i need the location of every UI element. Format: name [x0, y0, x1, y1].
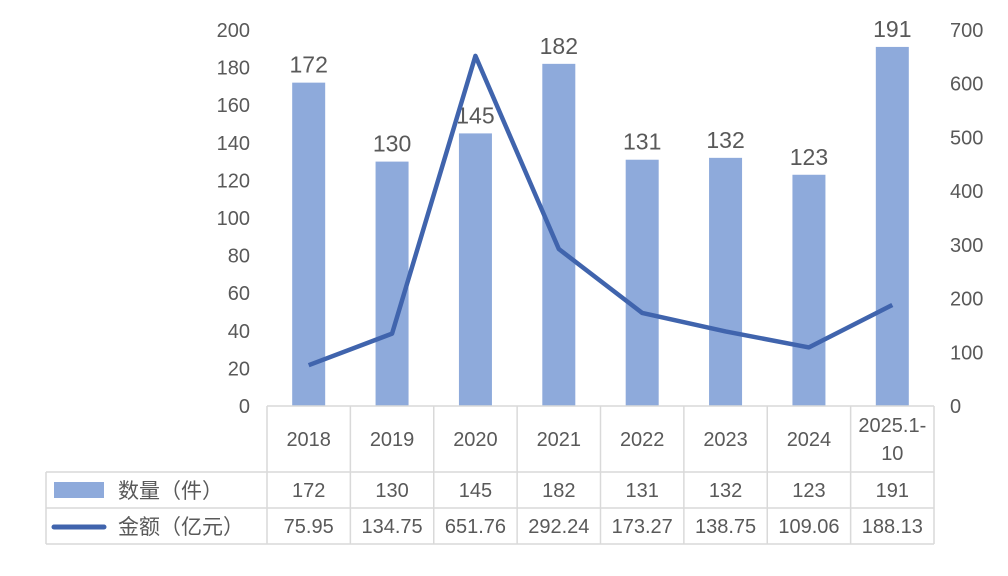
bar: [792, 174, 826, 406]
bar-data-label: 123: [790, 144, 828, 170]
y-left-tick-label: 160: [217, 95, 250, 117]
table-cell: 145: [459, 480, 492, 502]
bar: [375, 161, 409, 406]
x-tick-label: 2025.1-: [858, 415, 926, 437]
y-left-tick-label: 140: [217, 133, 250, 155]
table-cell: 191: [876, 480, 909, 502]
table-cell: 173.27: [612, 516, 673, 538]
y-right-tick-label: 400: [950, 181, 983, 203]
y-left-tick-label: 200: [217, 20, 250, 42]
table-cell: 134.75: [361, 516, 422, 538]
y-left-tick-label: 80: [228, 246, 250, 268]
bar: [625, 159, 659, 406]
table-cell: 130: [375, 480, 408, 502]
legend-label: 金额（亿元）: [118, 516, 244, 539]
y-left-tick-label: 40: [228, 321, 250, 343]
x-tick-label: 2023: [703, 429, 748, 451]
x-tick-label: 2021: [537, 429, 582, 451]
bar-data-label: 191: [873, 16, 911, 42]
table-cell: 651.76: [445, 516, 506, 538]
y-left-tick-label: 20: [228, 358, 250, 380]
table-cell: 132: [709, 480, 742, 502]
bar: [542, 63, 576, 407]
y-left-tick-label: 60: [228, 283, 250, 305]
x-tick-label: 10: [881, 443, 903, 465]
x-tick-label: 2019: [370, 429, 415, 451]
table-cell: 109.06: [778, 516, 839, 538]
bar-data-label: 132: [706, 127, 744, 153]
x-tick-label: 2022: [620, 429, 665, 451]
bar-data-label: 172: [290, 52, 328, 78]
y-left-tick-label: 120: [217, 170, 250, 192]
bar-data-label: 145: [456, 102, 494, 128]
x-tick-label: 2024: [787, 429, 832, 451]
bar: [292, 82, 326, 406]
bar-data-label: 130: [373, 131, 411, 157]
bar-data-label: 131: [623, 129, 661, 155]
table-cell: 138.75: [695, 516, 756, 538]
y-left-tick-label: 100: [217, 208, 250, 230]
y-right-tick-label: 600: [950, 74, 983, 96]
y-right-tick-label: 500: [950, 127, 983, 149]
x-tick-label: 2020: [453, 429, 498, 451]
table-cell: 172: [292, 480, 325, 502]
bar-data-label: 182: [540, 33, 578, 59]
bar: [458, 133, 492, 406]
table-cell: 188.13: [862, 516, 923, 538]
y-right-tick-label: 0: [950, 396, 961, 418]
y-left-tick-label: 0: [239, 396, 250, 418]
y-right-tick-label: 700: [950, 20, 983, 42]
legend-bar-key: [54, 482, 104, 498]
y-right-tick-label: 200: [950, 289, 983, 311]
table-cell: 182: [542, 480, 575, 502]
table-cell: 75.95: [284, 516, 334, 538]
bar: [875, 46, 909, 407]
line-series: [307, 53, 894, 368]
legend-label: 数量（件）: [118, 480, 223, 503]
y-right-tick-label: 300: [950, 235, 983, 257]
bar: [709, 157, 743, 406]
table-cell: 123: [792, 480, 825, 502]
table-cell: 292.24: [528, 516, 589, 538]
x-tick-label: 2018: [286, 429, 331, 451]
y-right-tick-label: 100: [950, 342, 983, 364]
y-left-tick-label: 180: [217, 58, 250, 80]
table-cell: 131: [626, 480, 659, 502]
